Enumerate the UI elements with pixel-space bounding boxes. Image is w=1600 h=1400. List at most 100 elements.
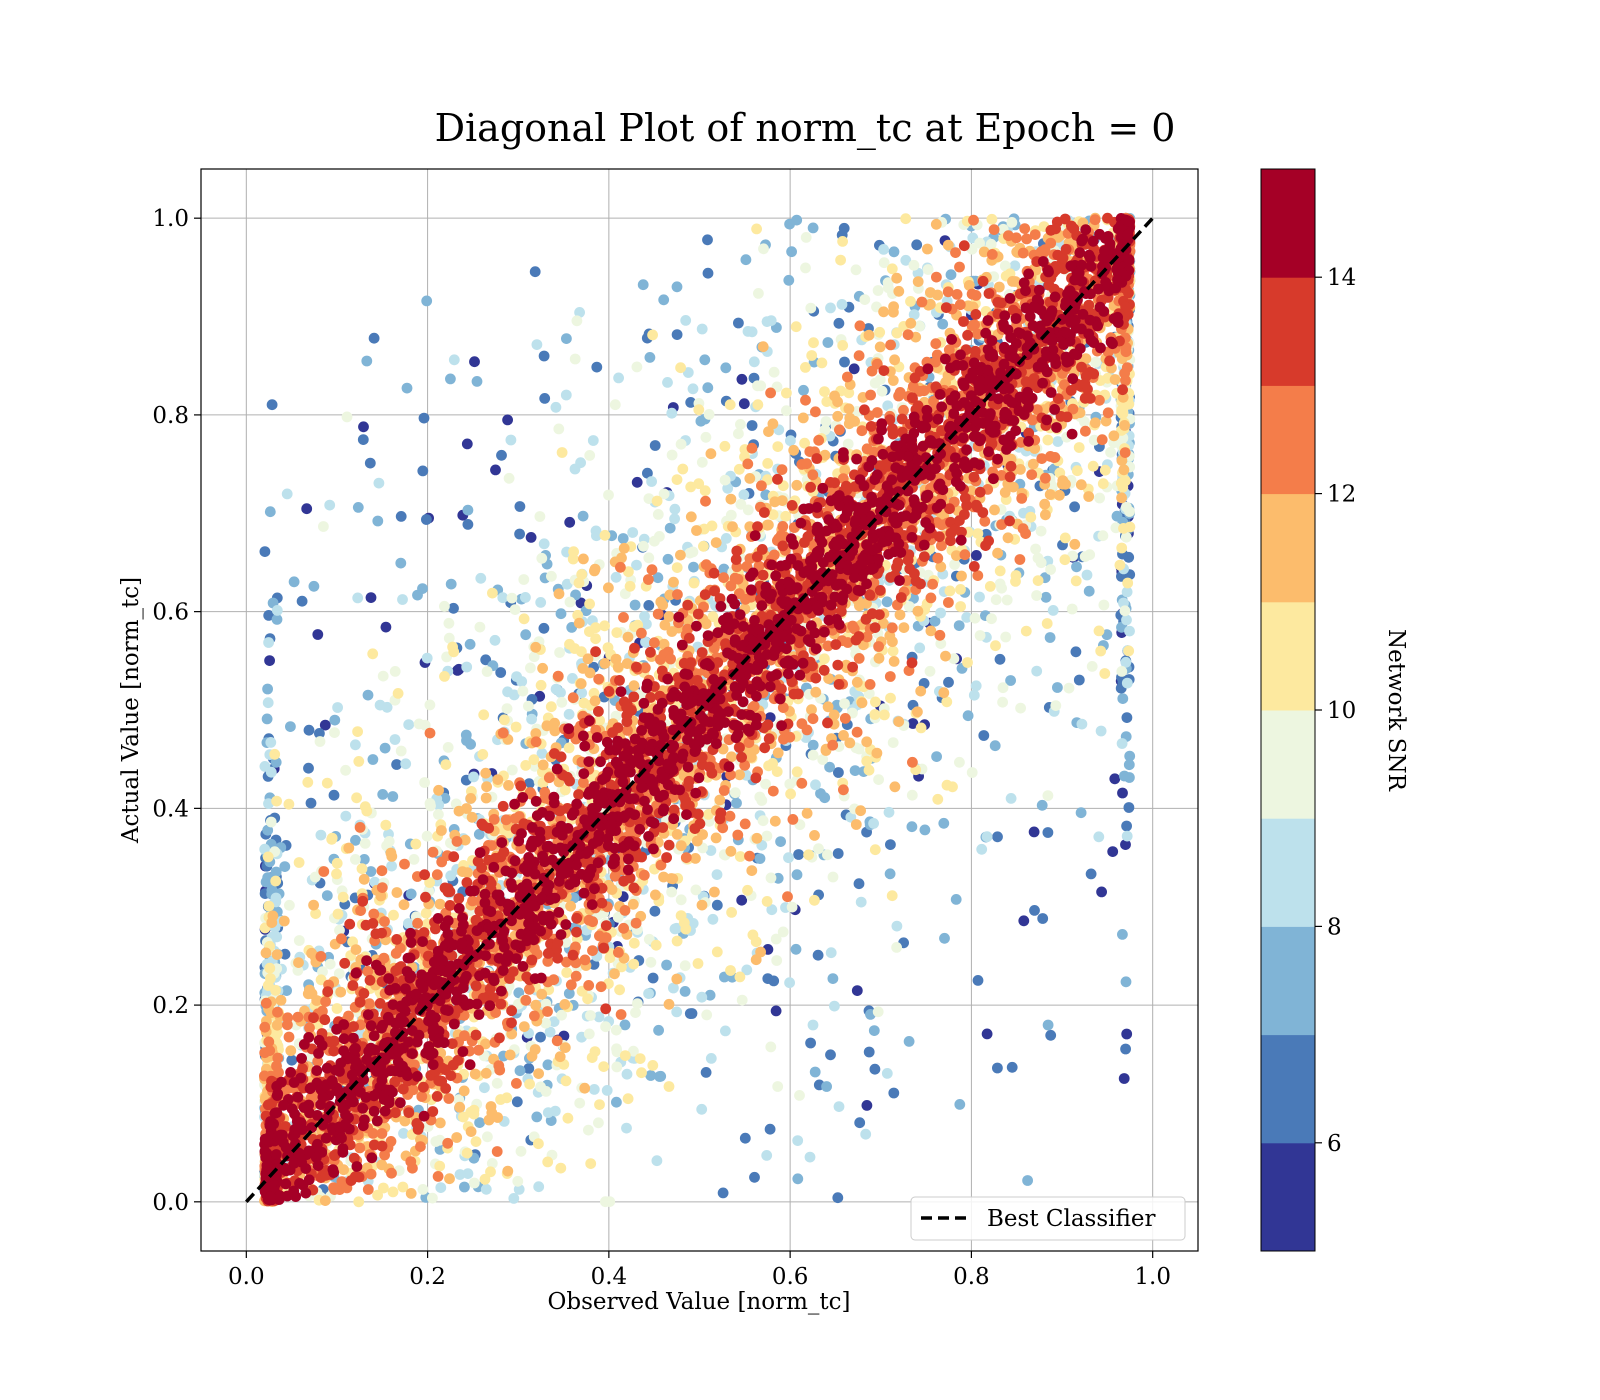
scatter-point [726, 907, 737, 918]
scatter-point [520, 760, 532, 771]
scatter-point [400, 758, 412, 770]
scatter-point [650, 889, 661, 901]
scatter-point [571, 315, 583, 327]
scatter-point [735, 498, 747, 510]
scatter-point [550, 401, 562, 413]
scatter-point [1081, 569, 1093, 581]
scatter-point [843, 403, 855, 415]
scatter-point [487, 587, 498, 599]
scatter-point [868, 818, 879, 829]
scatter-point [883, 806, 895, 818]
scatter-point [938, 687, 950, 699]
scatter-point [738, 489, 750, 501]
scatter-point [480, 792, 492, 804]
scatter-point [912, 706, 923, 718]
scatter-point [520, 592, 531, 603]
scatter-point [696, 899, 708, 911]
scatter-point [750, 936, 762, 948]
scatter-point [636, 1067, 647, 1079]
scatter-point [514, 528, 525, 540]
scatter-point [915, 722, 927, 734]
scatter-point [563, 708, 575, 720]
scatter-point [479, 1173, 491, 1185]
scatter-point [504, 1049, 516, 1061]
scatter-point [736, 894, 748, 906]
scatter-point [833, 317, 845, 329]
scatter-point [820, 416, 832, 427]
scatter-point [528, 651, 540, 663]
scatter-point [986, 613, 997, 625]
scatter-point [700, 431, 712, 443]
scatter-point [305, 797, 317, 809]
scatter-point [495, 667, 507, 678]
scatter-point [421, 295, 433, 307]
scatter-point [275, 994, 287, 1006]
scatter-point [817, 754, 829, 765]
scatter-point [492, 774, 504, 785]
scatter-point [929, 615, 941, 627]
scatter-point [765, 872, 777, 884]
scatter-point [259, 546, 271, 557]
scatter-point [886, 890, 898, 902]
scatter-point [478, 709, 490, 721]
scatter-point [733, 317, 744, 329]
scatter-point [833, 1101, 845, 1112]
scatter-point [518, 1021, 530, 1032]
scatter-point [265, 766, 277, 778]
scatter-point [303, 762, 314, 774]
scatter-point [944, 585, 956, 597]
scatter-point [634, 1053, 646, 1064]
scatter-point [1118, 1073, 1130, 1084]
scatter-point [671, 281, 683, 293]
scatter-point [1044, 632, 1056, 643]
scatter-point [800, 362, 811, 373]
scatter-point [752, 399, 764, 411]
scatter-point [468, 1177, 480, 1189]
scatter-point [887, 737, 899, 748]
scatter-point [270, 756, 282, 768]
scatter-point [711, 946, 723, 958]
scatter-point [517, 685, 529, 697]
scatter-point [286, 1054, 298, 1066]
scatter-point [561, 578, 573, 590]
scatter-point [506, 592, 518, 604]
scatter-point [278, 915, 290, 927]
scatter-point [1059, 554, 1071, 566]
scatter-point [556, 1009, 567, 1021]
scatter-point [1001, 594, 1013, 606]
scatter-point [314, 736, 326, 747]
scatter-point [1035, 525, 1047, 537]
scatter-point [762, 458, 774, 469]
scatter-point [420, 907, 432, 919]
scatter-point [1071, 465, 1083, 477]
scatter-point [417, 583, 428, 594]
scatter-point [855, 805, 866, 817]
scatter-point [668, 982, 679, 994]
scatter-point [364, 457, 376, 469]
scatter-point [822, 337, 834, 348]
scatter-point [1083, 491, 1095, 502]
scatter-point [943, 676, 954, 688]
scatter-point [587, 435, 599, 446]
scatter-point [692, 958, 704, 969]
scatter-point [807, 713, 819, 725]
scatter-point [894, 609, 906, 621]
scatter-point [480, 1183, 492, 1195]
scatter-point [887, 375, 899, 386]
scatter-point [475, 572, 487, 584]
scatter-point [780, 510, 792, 522]
scatter-point [647, 972, 659, 984]
scatter-point [1099, 464, 1111, 476]
scatter-point [742, 884, 753, 896]
scatter-point [333, 968, 345, 979]
scatter-point [742, 504, 754, 516]
scatter-point [950, 894, 962, 905]
scatter-point [1083, 585, 1095, 597]
scatter-point [699, 354, 711, 366]
scatter-point [981, 831, 993, 843]
scatter-point [878, 257, 890, 269]
scatter-point [480, 654, 492, 666]
scatter-point [546, 570, 557, 582]
scatter-point [666, 407, 678, 419]
scatter-point [679, 986, 691, 997]
